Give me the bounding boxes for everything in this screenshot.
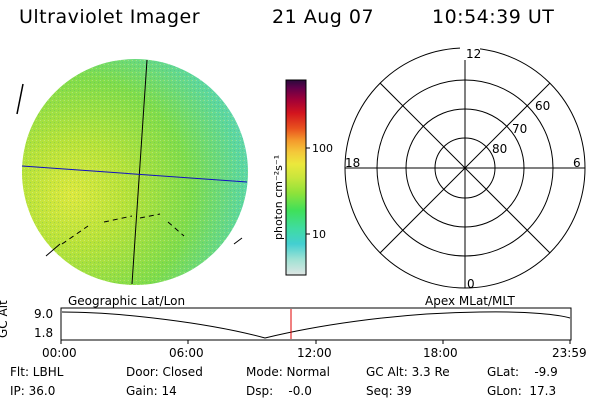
clock-label-18: 18 [345,156,360,170]
clock-label-6: 6 [573,156,581,170]
date-label: 21 Aug 07 [272,6,375,28]
ring-label-70: 70 [512,122,527,136]
ring-label-60: 60 [535,99,550,113]
colorbar-unit-label: photon cm⁻²s⁻¹ [272,154,285,240]
timeline-ytick-low: 1.8 [34,326,54,340]
ring-label-80: 80 [492,142,507,156]
clock-label-0: 0 [467,277,475,291]
status-gain: Gain: 14 [126,384,177,398]
time-label: 10:54:39 UT [432,6,555,28]
instrument-title: Ultraviolet Imager [19,6,201,28]
timeline-right-title: Apex MLat/MLT [425,294,515,308]
timeline-ylabel: GC Alt [0,300,10,338]
status-gc-alt: GC Alt: 3.3 Re [366,365,450,379]
colorbar-tick-100: 100 [312,142,333,155]
status-door: Door: Closed [126,365,203,379]
status-seq: Seq: 39 [366,384,412,398]
timeline-xtick-1800: 18:00 [423,346,458,360]
status-glon: GLon: 17.3 [487,384,557,398]
status-ip: IP: 36.0 [10,384,56,398]
equator-line [21,165,248,183]
status-dsp: Dsp: -0.0 [246,384,312,398]
status-mode: Mode: Normal [246,365,330,379]
clock-label-12: 12 [466,47,481,61]
timeline-plot [60,307,572,344]
polar-plot: 12 18 6 0 60 70 80 [344,46,586,291]
altitude-curve [61,311,571,339]
timeline-ytick-high: 9.0 [34,307,54,321]
timeline-xtick-0000: 00:00 [42,346,77,360]
meridian-line [131,59,148,285]
timeline-xtick-0600: 06:00 [169,346,204,360]
colorbar-tick-10: 10 [312,228,326,241]
timeline-left-title: Geographic Lat/Lon [68,294,186,308]
status-glat: GLat: -9.9 [487,365,558,379]
timeline-xtick-2359: 23:59 [552,346,587,360]
status-filter: Flt: LBHL [10,365,64,379]
timeline-xtick-1200: 12:00 [297,346,332,360]
uv-image [16,59,248,285]
colorbar: 100 10 [285,79,333,276]
